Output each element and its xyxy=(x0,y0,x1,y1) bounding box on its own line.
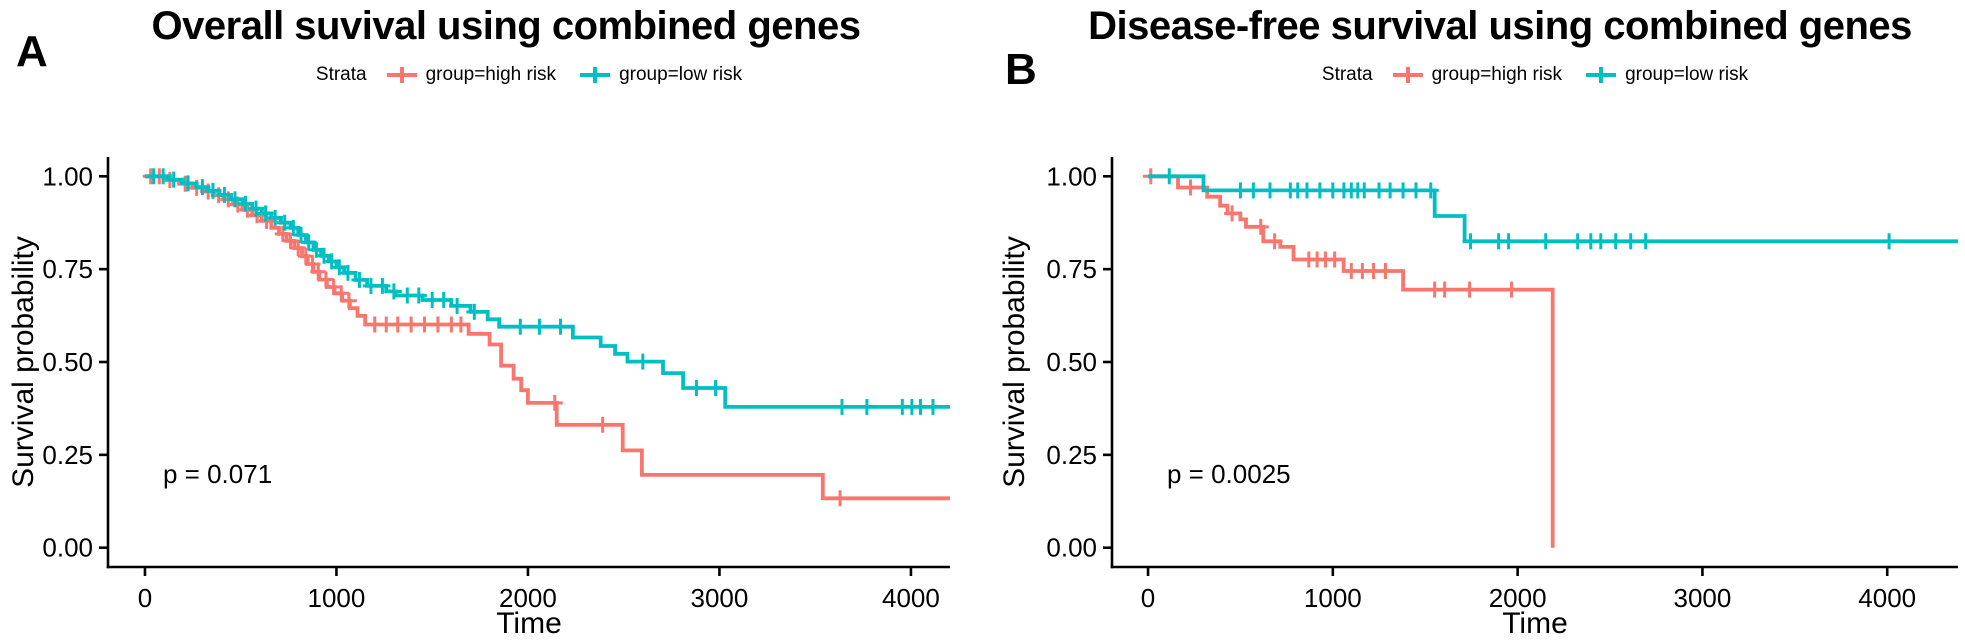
censor-marks-group-high-risk xyxy=(142,168,849,507)
legend-entry-label: group=low risk xyxy=(1625,64,1749,85)
legend-strata-label: Strata xyxy=(1321,64,1373,85)
x-tick-label: 2000 xyxy=(499,583,557,613)
legend-entry-label: group=high risk xyxy=(1431,64,1563,85)
y-tick-label: 1.00 xyxy=(1046,161,1097,191)
axes: 0 1000 2000 3000 4000 0.00 0.25 0.50 0.75 1.00 xyxy=(1046,157,1958,613)
x-tick-label: 2000 xyxy=(1489,583,1547,613)
y-tick-label: 0.25 xyxy=(42,440,93,470)
axes: 0 1000 2000 3000 4000 0.00 0.25 0.50 0.75 1.00 xyxy=(42,157,950,613)
survival-curve-group-high-risk xyxy=(1148,174,1555,548)
km-plot-panel-b: 0 1000 2000 3000 4000 0.00 0.25 0.50 0.75 1.00 xyxy=(1046,157,1958,613)
legend-entry-label: group=high risk xyxy=(425,64,557,85)
censor-marks-group-low-risk xyxy=(1161,168,1898,250)
legend-entry-low-risk: group=low risk xyxy=(1584,64,1748,86)
x-tick-label: 4000 xyxy=(1858,583,1916,613)
p-value-annotation: p = 0.0025 xyxy=(1167,459,1291,489)
panel-a: A Overall suvival using combined genes S… xyxy=(0,0,982,643)
plus-marker-icon xyxy=(1586,67,1617,83)
x-tick-label: 1000 xyxy=(308,583,366,613)
legend-entry-high-risk: group=high risk xyxy=(385,64,556,86)
panel-label-b: B xyxy=(1005,45,1037,94)
censor-marks-group-high-risk xyxy=(1142,168,1520,298)
x-axis-title: Time xyxy=(496,607,562,640)
y-tick-label: 0.00 xyxy=(42,533,93,563)
plus-marker-icon xyxy=(1392,67,1423,83)
plus-marker-icon xyxy=(580,67,611,83)
y-tick-label: 0.75 xyxy=(42,254,93,284)
plus-marker-icon xyxy=(386,67,417,83)
survival-curve-group-low-risk xyxy=(1148,174,1958,244)
y-tick-label: 0.50 xyxy=(1046,347,1097,377)
y-tick-label: 0.00 xyxy=(1046,533,1097,563)
x-tick-label: 0 xyxy=(138,583,152,613)
panel-a-title: Overall suvival using combined genes xyxy=(151,4,861,48)
y-tick-label: 0.50 xyxy=(42,347,93,377)
y-tick-label: 1.00 xyxy=(42,161,93,191)
panel-b: B Disease-free survival using combined g… xyxy=(983,0,1965,643)
x-tick-label: 4000 xyxy=(882,583,940,613)
panel-a-legend: Strata group=high risk group=low risk xyxy=(0,64,982,86)
y-tick-label: 0.75 xyxy=(1046,254,1097,284)
x-tick-label: 3000 xyxy=(1674,583,1732,613)
p-value-annotation: p = 0.071 xyxy=(163,459,273,489)
legend-entry-low-risk: group=low risk xyxy=(578,64,742,86)
panel-label-a: A xyxy=(16,27,48,76)
x-tick-label: 0 xyxy=(1141,583,1155,613)
x-axis-title: Time xyxy=(1502,607,1568,640)
x-tick-label: 1000 xyxy=(1304,583,1362,613)
panel-b-legend: Strata group=high risk group=low risk xyxy=(983,64,1965,86)
legend-entry-high-risk: group=high risk xyxy=(1391,64,1562,86)
km-plot-panel-a: 0 1000 2000 3000 4000 0.00 0.25 0.50 0.75 1.00 xyxy=(42,157,950,613)
panel-b-title: Disease-free survival using combined gen… xyxy=(1088,4,1912,48)
y-tick-label: 0.25 xyxy=(1046,440,1097,470)
x-tick-label: 3000 xyxy=(691,583,749,613)
legend-entry-label: group=low risk xyxy=(619,64,743,85)
legend-strata-label: Strata xyxy=(315,64,367,85)
censor-marks-group-low-risk xyxy=(145,168,941,415)
